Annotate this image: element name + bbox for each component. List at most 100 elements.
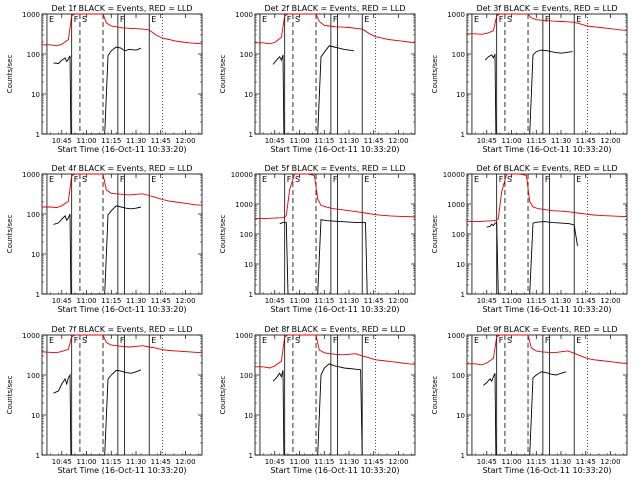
x-tick-label: 11:15 xyxy=(314,297,334,305)
x-tick-label: 12:00 xyxy=(175,458,195,466)
event-marker-label: S xyxy=(82,175,87,184)
event-marker-label: F xyxy=(120,15,125,24)
x-tick-label: 11:30 xyxy=(339,137,359,145)
plot-frame xyxy=(41,13,203,135)
x-axis-label: Start Time (16-Oct-11 10:33:20) xyxy=(482,145,611,154)
y-tick-label: 1 xyxy=(36,452,40,460)
y-tick-label: 1 xyxy=(249,131,253,139)
event-marker-label: F xyxy=(74,336,79,345)
x-tick-label: 11:45 xyxy=(151,458,171,466)
series-line-lld xyxy=(255,334,416,369)
detector-panel: Det 7f BLACK = Events, RED = LLD 1 10 100 10… xyxy=(6,325,203,475)
x-tick-label: 11:30 xyxy=(126,458,146,466)
y-tick-label: 10 xyxy=(244,91,253,99)
x-tick-label: 11:30 xyxy=(126,137,146,145)
y-tick-label: 1000 xyxy=(235,11,253,19)
detector-panel: Det 1f BLACK = Events, RED = LLD 1 10 100 10… xyxy=(6,4,203,154)
event-marker-label: S xyxy=(507,15,512,24)
y-tick-label: 10 xyxy=(31,251,40,259)
event-marker-label: F xyxy=(333,336,338,345)
x-axis-label: Start Time (16-Oct-11 10:33:20) xyxy=(270,145,399,154)
x-tick-label: 12:00 xyxy=(175,137,195,145)
y-tick-label: 10000 xyxy=(443,171,465,179)
y-tick-label: 1000 xyxy=(22,11,40,19)
y-tick-label: 1 xyxy=(249,452,253,460)
x-tick-label: 11:30 xyxy=(339,297,359,305)
plot-frame xyxy=(466,13,628,135)
y-axis-label: Counts/sec xyxy=(6,55,14,94)
plot-frame xyxy=(254,334,416,456)
x-tick-label: 10:45 xyxy=(265,458,285,466)
x-axis-label: Start Time (16-Oct-11 10:33:20) xyxy=(482,305,611,314)
x-tick-label: 11:45 xyxy=(576,297,596,305)
x-tick-label: 11:00 xyxy=(289,458,309,466)
y-tick-label: 100 xyxy=(27,372,40,380)
event-marker-label: F xyxy=(499,175,504,184)
event-marker-label: E xyxy=(576,175,581,184)
event-marker-label: S xyxy=(82,336,87,345)
y-tick-label: 100 xyxy=(27,51,40,59)
series-line-events xyxy=(53,46,142,135)
x-tick-label: 12:00 xyxy=(600,137,620,145)
x-tick-label: 11:15 xyxy=(314,137,334,145)
x-tick-label: 10:45 xyxy=(477,297,497,305)
series-line-lld xyxy=(467,334,628,366)
event-marker-label: E xyxy=(364,175,369,184)
x-tick-label: 10:45 xyxy=(52,297,72,305)
y-axis-label: Counts/sec xyxy=(431,215,439,254)
series-line-events xyxy=(486,221,578,295)
x-tick-label: 11:45 xyxy=(576,458,596,466)
y-axis-label: Counts/sec xyxy=(431,376,439,415)
plot-frame xyxy=(466,173,628,295)
series-line-lld xyxy=(467,13,628,35)
series-line-events xyxy=(53,369,142,456)
x-tick-label: 11:15 xyxy=(526,458,546,466)
chart-title: Det 8f BLACK = Events, RED = LLD xyxy=(264,325,405,334)
event-marker-label: F xyxy=(287,336,292,345)
x-tick-label: 12:00 xyxy=(600,458,620,466)
y-tick-label: 1000 xyxy=(22,171,40,179)
x-tick-label: 11:15 xyxy=(101,297,121,305)
x-tick-label: 11:15 xyxy=(526,137,546,145)
series-line-lld xyxy=(255,13,416,45)
y-tick-label: 1000 xyxy=(447,11,465,19)
event-marker-label: F xyxy=(120,336,125,345)
y-tick-label: 10 xyxy=(31,91,40,99)
y-tick-label: 100 xyxy=(452,51,465,59)
x-tick-label: 11:45 xyxy=(576,137,596,145)
event-marker-label: E xyxy=(576,15,581,24)
chart-title: Det 1f BLACK = Events, RED = LLD xyxy=(51,4,192,13)
event-marker-label: F xyxy=(545,15,550,24)
event-marker-label: E xyxy=(49,336,54,345)
x-tick-label: 11:00 xyxy=(76,297,96,305)
x-tick-label: 11:45 xyxy=(364,137,384,145)
x-tick-label: 11:45 xyxy=(364,297,384,305)
chart-title: Det 4f BLACK = Events, RED = LLD xyxy=(51,164,192,173)
y-tick-label: 1 xyxy=(36,291,40,299)
x-axis-label: Start Time (16-Oct-11 10:33:20) xyxy=(57,145,186,154)
x-tick-label: 10:45 xyxy=(52,137,72,145)
y-axis-label: Counts/sec xyxy=(219,215,227,254)
x-tick-label: 10:45 xyxy=(477,458,497,466)
y-tick-label: 100 xyxy=(240,372,253,380)
x-tick-label: 11:30 xyxy=(551,297,571,305)
x-tick-label: 10:45 xyxy=(52,458,72,466)
chart-title: Det 2f BLACK = Events, RED = LLD xyxy=(264,4,405,13)
detector-panel: Det 5f BLACK = Events, RED = LLD 1 10 100 10… xyxy=(219,164,416,314)
series-line-lld xyxy=(42,13,203,47)
event-marker-label: S xyxy=(295,336,300,345)
event-marker-label: E xyxy=(576,336,581,345)
event-marker-label: F xyxy=(499,15,504,24)
x-tick-label: 11:00 xyxy=(501,458,521,466)
plot-frame xyxy=(254,13,416,135)
event-marker-label: E xyxy=(49,175,54,184)
x-tick-label: 12:00 xyxy=(388,297,408,305)
x-tick-label: 11:30 xyxy=(551,458,571,466)
event-marker-label: F xyxy=(545,336,550,345)
detector-panel: Det 6f BLACK = Events, RED = LLD 1 10 100 10… xyxy=(431,164,628,314)
x-tick-label: 10:45 xyxy=(265,297,285,305)
x-tick-label: 10:45 xyxy=(477,137,497,145)
x-tick-label: 11:30 xyxy=(551,137,571,145)
x-tick-label: 12:00 xyxy=(175,297,195,305)
x-tick-label: 11:45 xyxy=(364,458,384,466)
